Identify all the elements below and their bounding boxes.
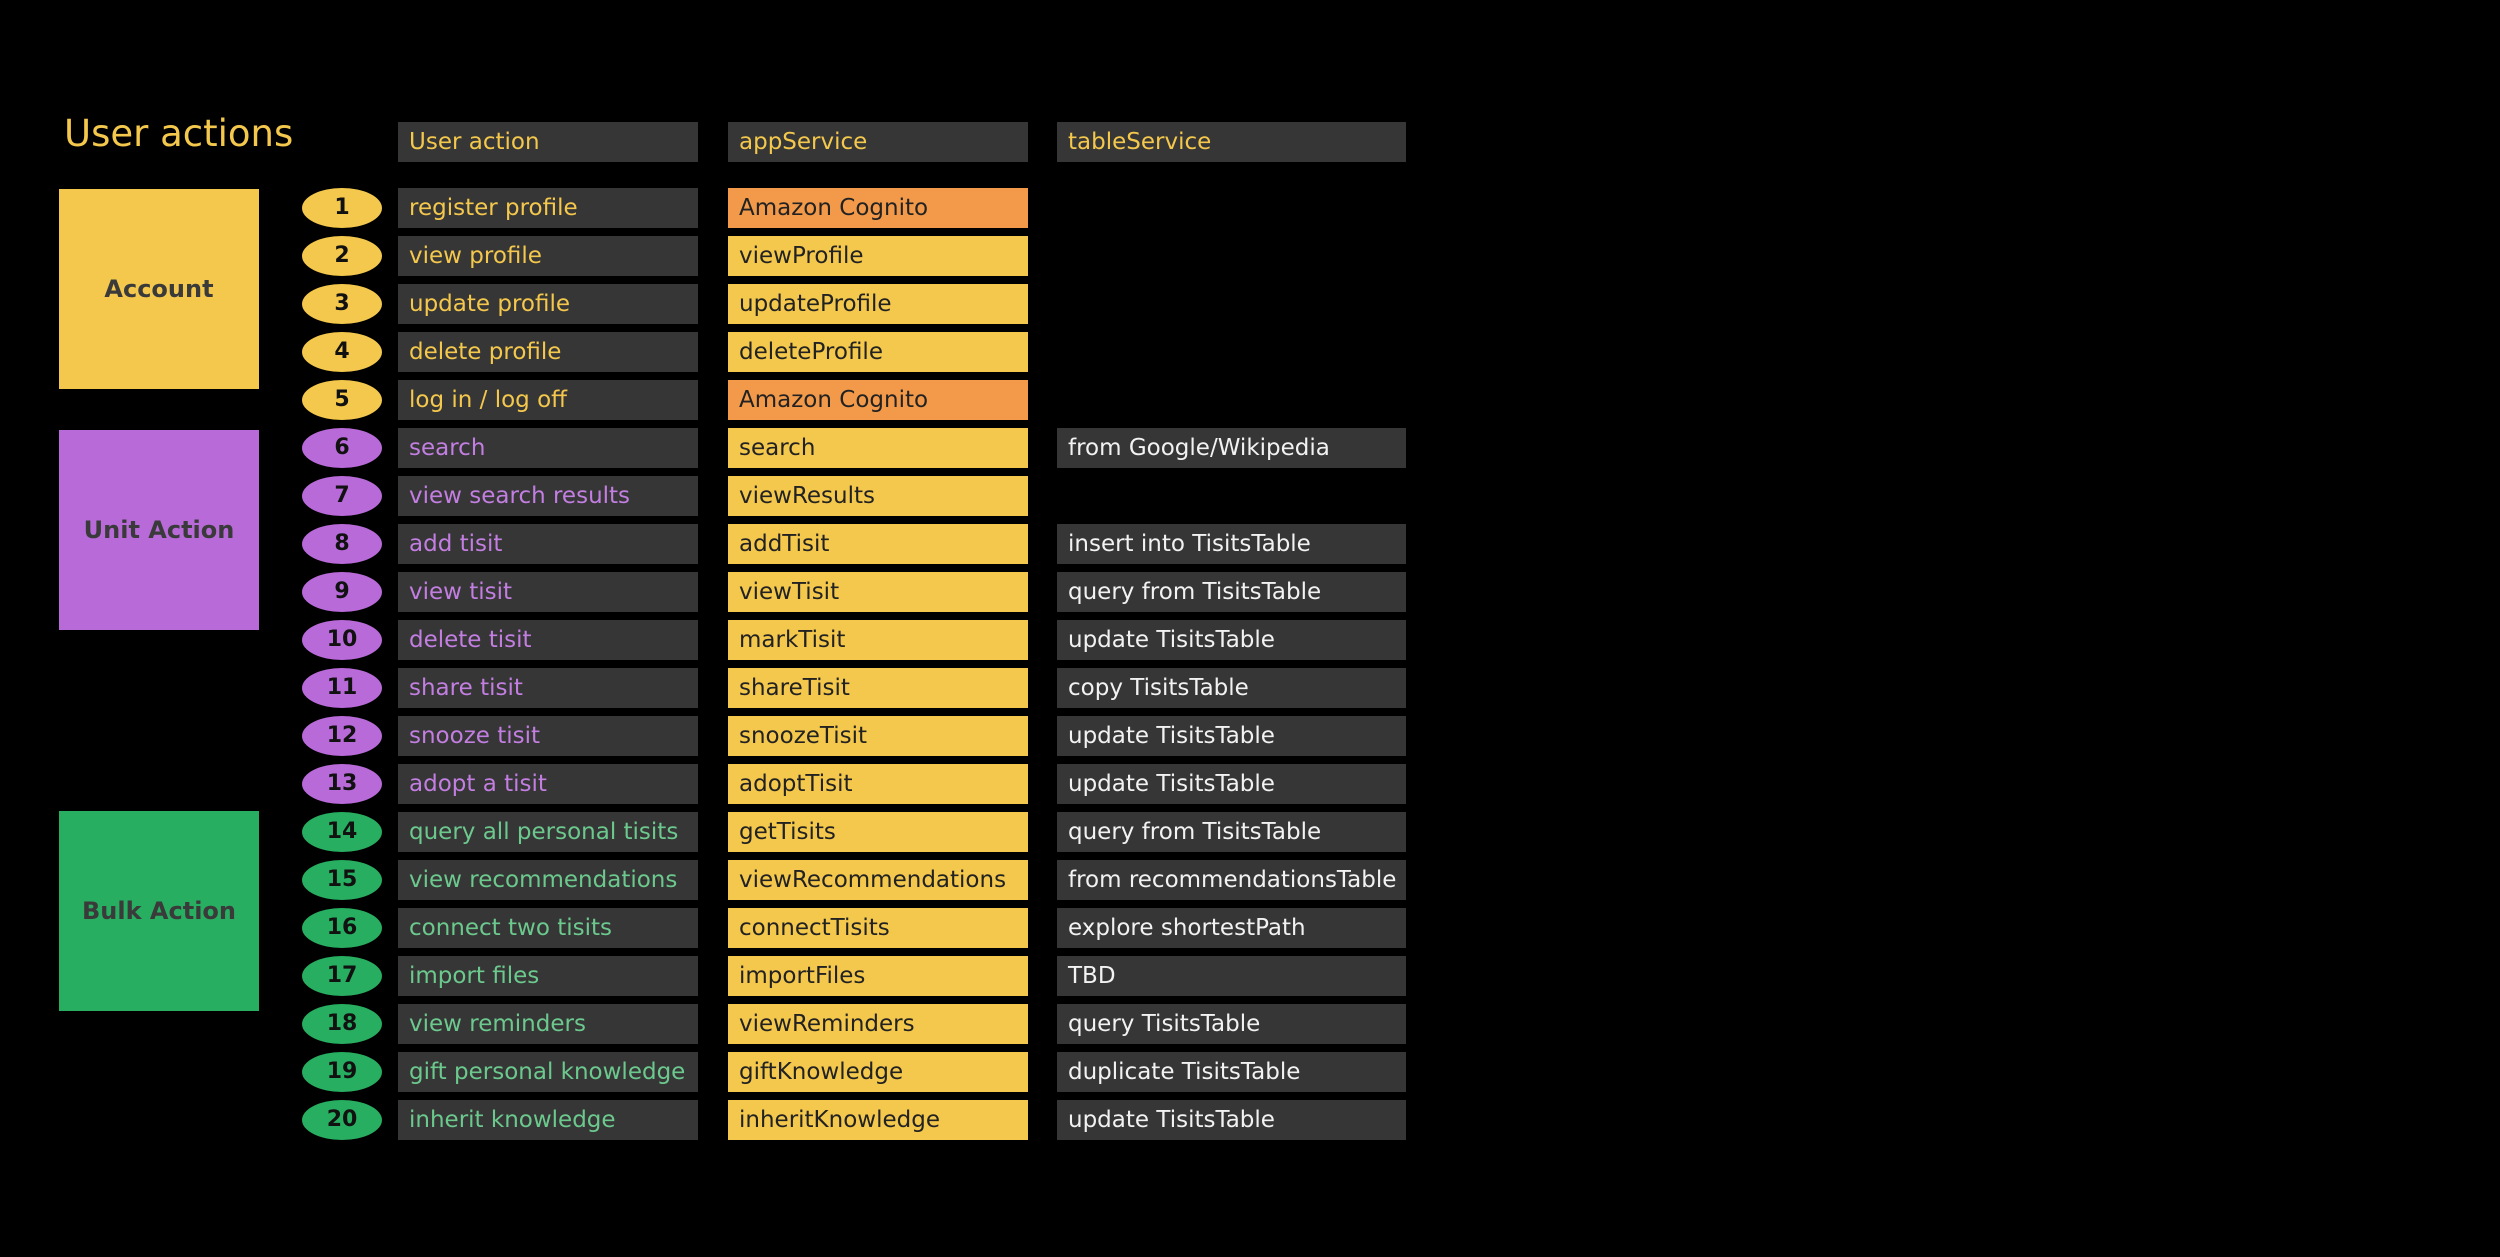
row-number-badge: 18 (302, 1004, 382, 1044)
app-service-cell: shareTisit (728, 668, 1028, 708)
app-service-cell: markTisit (728, 620, 1028, 660)
user-action-cell: view reminders (398, 1004, 698, 1044)
row-number-badge: 14 (302, 812, 382, 852)
app-service-cell: inheritKnowledge (728, 1100, 1028, 1140)
user-action-cell: update profile (398, 284, 698, 324)
user-action-cell: view search results (398, 476, 698, 516)
table-service-cell: from recommendationsTable (1057, 860, 1406, 900)
table-service-cell: copy TisitsTable (1057, 668, 1406, 708)
user-action-cell: share tisit (398, 668, 698, 708)
app-service-cell: viewReminders (728, 1004, 1028, 1044)
app-service-cell: search (728, 428, 1028, 468)
user-action-cell: log in / log off (398, 380, 698, 420)
app-service-cell: addTisit (728, 524, 1028, 564)
row-number-badge: 3 (302, 284, 382, 324)
app-service-cell: viewRecommendations (728, 860, 1028, 900)
app-service-cell: viewTisit (728, 572, 1028, 612)
row-number-badge: 8 (302, 524, 382, 564)
user-action-cell: view tisit (398, 572, 698, 612)
user-action-cell: query all personal tisits (398, 812, 698, 852)
user-action-cell: delete tisit (398, 620, 698, 660)
app-service-cell: viewProfile (728, 236, 1028, 276)
row-number-badge: 20 (302, 1100, 382, 1140)
row-number-badge: 4 (302, 332, 382, 372)
table-service-cell: update TisitsTable (1057, 1100, 1406, 1140)
app-service-cell: updateProfile (728, 284, 1028, 324)
user-action-cell: search (398, 428, 698, 468)
row-number-badge: 15 (302, 860, 382, 900)
row-number-badge: 19 (302, 1052, 382, 1092)
user-action-cell: gift personal knowledge (398, 1052, 698, 1092)
user-action-cell: delete profile (398, 332, 698, 372)
table-service-cell: update TisitsTable (1057, 620, 1406, 660)
page-title: User actions (64, 112, 294, 155)
row-number-badge: 1 (302, 188, 382, 228)
table-service-cell: update TisitsTable (1057, 716, 1406, 756)
app-service-cell: importFiles (728, 956, 1028, 996)
app-service-cell: adoptTisit (728, 764, 1028, 804)
row-number-badge: 17 (302, 956, 382, 996)
user-action-cell: connect two tisits (398, 908, 698, 948)
row-number-badge: 11 (302, 668, 382, 708)
row-number-badge: 2 (302, 236, 382, 276)
table-service-cell: query from TisitsTable (1057, 812, 1406, 852)
app-service-cell: giftKnowledge (728, 1052, 1028, 1092)
user-action-cell: snooze tisit (398, 716, 698, 756)
row-number-badge: 12 (302, 716, 382, 756)
header-user-action: User action (398, 122, 698, 162)
table-service-cell: query TisitsTable (1057, 1004, 1406, 1044)
table-service-cell: query from TisitsTable (1057, 572, 1406, 612)
table-service-cell: duplicate TisitsTable (1057, 1052, 1406, 1092)
row-number-badge: 10 (302, 620, 382, 660)
table-service-cell: TBD (1057, 956, 1406, 996)
category-bulk-action: Bulk Action (59, 811, 259, 1011)
row-number-badge: 13 (302, 764, 382, 804)
user-action-cell: adopt a tisit (398, 764, 698, 804)
header-table-service: tableService (1057, 122, 1406, 162)
header-app-service: appService (728, 122, 1028, 162)
user-action-cell: register profile (398, 188, 698, 228)
user-action-cell: inherit knowledge (398, 1100, 698, 1140)
table-service-cell: explore shortestPath (1057, 908, 1406, 948)
user-action-cell: view recommendations (398, 860, 698, 900)
app-service-cell: snoozeTisit (728, 716, 1028, 756)
row-number-badge: 5 (302, 380, 382, 420)
app-service-cell-cognito: Amazon Cognito (728, 188, 1028, 228)
user-action-cell: import files (398, 956, 698, 996)
table-service-cell: insert into TisitsTable (1057, 524, 1406, 564)
row-number-badge: 6 (302, 428, 382, 468)
user-action-cell: add tisit (398, 524, 698, 564)
category-unit-action: Unit Action (59, 430, 259, 630)
app-service-cell: connectTisits (728, 908, 1028, 948)
table-service-cell: from Google/Wikipedia (1057, 428, 1406, 468)
row-number-badge: 7 (302, 476, 382, 516)
row-number-badge: 16 (302, 908, 382, 948)
table-service-cell: update TisitsTable (1057, 764, 1406, 804)
user-action-cell: view profile (398, 236, 698, 276)
app-service-cell: viewResults (728, 476, 1028, 516)
row-number-badge: 9 (302, 572, 382, 612)
app-service-cell: getTisits (728, 812, 1028, 852)
app-service-cell-cognito: Amazon Cognito (728, 380, 1028, 420)
category-account: Account (59, 189, 259, 389)
app-service-cell: deleteProfile (728, 332, 1028, 372)
